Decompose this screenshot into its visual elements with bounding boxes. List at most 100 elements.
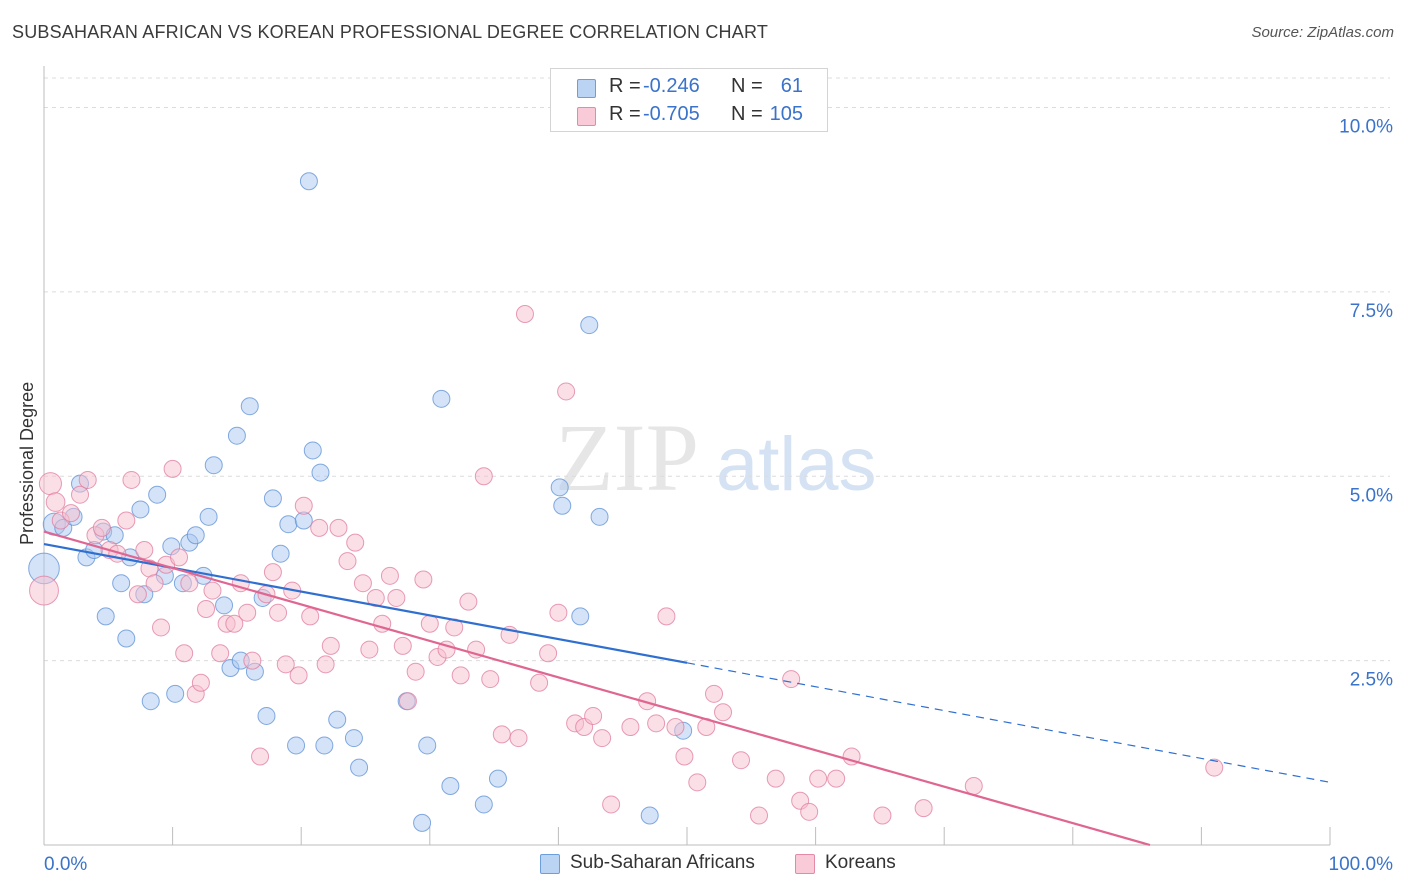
korean-point [621,718,640,736]
korean-point [766,769,785,788]
korean-point [197,600,216,618]
y-axis-label-wrap: Professional Degree [17,382,37,725]
korean-point [914,799,933,818]
tick-labels: 2.5% 5.0% 7.5% 10.0% 0.0% 100.0% [44,117,1393,876]
source-note: Source: ZipAtlas.com [1251,24,1394,41]
korean-point [29,575,59,606]
subsaharan-point [215,596,234,615]
korean-point [584,706,603,725]
korean-point [732,751,751,770]
korean-point [549,603,568,622]
y-tick-label: 2.5% [1350,670,1393,691]
x-tick-label: 0.0% [44,854,87,875]
n-value: 105 [769,103,803,125]
y-tick-label: 7.5% [1350,301,1393,322]
correlation-legend: R = -0.246 N = 61 R = -0.705 N = 105 [550,68,828,132]
korean-point [128,585,147,604]
pink-swatch [795,854,815,874]
subsaharan-point [488,769,507,788]
korean-point [406,662,425,681]
korean-point [688,773,707,792]
r-value: -0.705 [643,103,700,125]
subsaharan-point [474,795,493,814]
korean-point [827,769,846,788]
korean-point [360,640,379,659]
korean-point [705,684,724,703]
korean-point [387,588,406,607]
legend-label: Sub-Saharan Africans [570,852,755,873]
subsaharan-trend-extension [686,662,1331,783]
subsaharan-point [328,710,347,729]
korean-point [180,574,199,593]
axes [43,66,1331,846]
legend-row-korean: R = -0.705 N = 105 [551,101,827,129]
legend-label: Koreans [825,852,896,873]
subsaharan-point [344,729,363,748]
korean-point [289,666,308,685]
korean-point [657,607,676,626]
subsaharan-trend-line [43,543,688,664]
korean-point [964,777,983,795]
subsaharan-point [186,526,205,545]
korean-point [481,670,500,689]
korean-point [492,725,511,744]
korean-point [117,511,136,530]
korean-point [530,673,549,692]
korean-point [294,496,313,515]
subsaharan-point [279,515,298,534]
korean-point [353,574,372,593]
korean-point [191,673,210,692]
r-label: R = [609,103,641,125]
subsaharan-point [571,607,590,626]
korean-point [203,581,222,600]
subsaharan-point [141,692,160,711]
korean-point [238,603,257,622]
subsaharan-point [227,426,246,445]
korean-point [380,566,399,585]
korean-point [647,714,666,733]
grid-lines [44,77,1390,662]
subsaharan-point [441,777,460,795]
subsaharan-point [640,806,659,825]
korean-point [276,655,295,674]
watermark-atlas: atlas [716,422,877,507]
korean-point [321,636,340,655]
korean-point [602,795,621,814]
korean-point [414,570,433,589]
korean-point [78,470,97,489]
korean-point [666,718,685,736]
korean-point [714,703,733,722]
r-value: -0.246 [643,75,700,97]
subsaharan-point [240,397,259,416]
y-axis-label: Professional Degree [17,381,37,545]
r-label: R = [609,75,641,97]
korean-point [515,305,534,323]
korean-point [346,533,365,552]
subsaharan-point [96,607,115,626]
korean-point [557,382,576,401]
korean-point [329,518,348,537]
trend-lines [43,530,1331,847]
subsaharan-point [271,544,290,563]
korean-point [225,614,244,633]
subsaharan-point [299,172,318,191]
korean-point [1205,758,1224,777]
korean-point [593,729,612,748]
n-label: N = [731,75,763,97]
korean-point [135,541,154,559]
korean-point [163,459,182,478]
korean-point [809,769,828,788]
korean-point [243,651,262,670]
subsaharan-point [117,629,136,648]
subsaharan-point [131,500,150,519]
korean-point [92,518,111,537]
chart-title: SUBSAHARAN AFRICAN VS KOREAN PROFESSIONA… [12,22,769,42]
y-tick-label: 10.0% [1339,117,1393,138]
korean-point [310,518,329,537]
korean-point [474,467,493,486]
subsaharan-point [432,389,451,408]
korean-point [301,607,320,626]
korean-point [509,729,528,748]
pink-swatch [577,107,596,126]
subsaharan-point [413,813,432,832]
